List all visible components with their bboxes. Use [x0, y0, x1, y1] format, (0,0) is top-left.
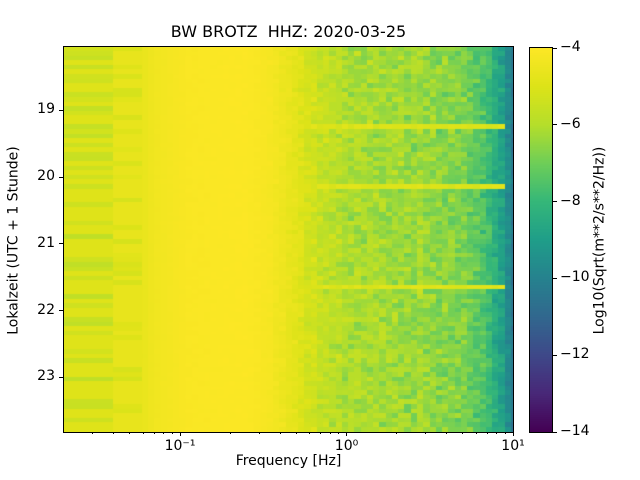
y-tick-label: 21	[37, 234, 55, 251]
x-axis-label: Frequency [Hz]	[235, 453, 342, 469]
x-minor-tick	[258, 432, 260, 434]
y-major-tick	[59, 176, 63, 178]
colorbar-tick-label: −6	[560, 115, 581, 132]
x-minor-tick	[475, 432, 477, 434]
x-minor-tick	[229, 432, 231, 434]
x-minor-tick	[320, 432, 322, 434]
x-major-tick	[346, 432, 348, 436]
x-major-tick	[512, 432, 514, 436]
x-minor-tick	[504, 432, 506, 434]
x-minor-tick	[113, 432, 115, 434]
x-minor-tick	[309, 432, 311, 434]
y-tick-label: 19	[37, 101, 55, 118]
y-axis-label: Lokalzeit (UTC + 1 Stunde)	[5, 146, 22, 335]
y-major-tick	[59, 109, 63, 111]
y-major-tick	[59, 376, 63, 378]
colorbar-tick	[553, 431, 557, 433]
y-tick-label: 22	[37, 301, 55, 318]
x-minor-tick	[329, 432, 331, 434]
spectrogram-heatmap	[63, 46, 514, 433]
colorbar-tick	[553, 124, 557, 126]
x-minor-tick	[171, 432, 173, 434]
y-major-tick	[59, 310, 63, 312]
x-tick-label: 10⁰	[334, 438, 359, 454]
x-minor-tick	[142, 432, 144, 434]
colorbar-tick	[553, 354, 557, 356]
x-minor-tick	[446, 432, 448, 434]
colorbar-tick	[553, 201, 557, 203]
x-minor-tick	[425, 432, 427, 434]
x-minor-tick	[279, 432, 281, 434]
colorbar	[529, 47, 553, 433]
colorbar-tick-label: −8	[560, 192, 581, 209]
x-minor-tick	[129, 432, 131, 434]
x-minor-tick	[486, 432, 488, 434]
y-tick-label: 23	[37, 368, 55, 385]
x-minor-tick	[396, 432, 398, 434]
x-minor-tick	[338, 432, 340, 434]
x-minor-tick	[92, 432, 94, 434]
x-minor-tick	[153, 432, 155, 434]
x-tick-label: 10⁻¹	[164, 438, 196, 454]
x-tick-label: 10¹	[501, 438, 525, 454]
colorbar-tick	[553, 277, 557, 279]
colorbar-tick-label: −14	[560, 423, 590, 439]
colorbar-tick-label: −4	[560, 39, 581, 55]
y-tick-label: 20	[37, 168, 55, 185]
x-minor-tick	[496, 432, 498, 434]
x-minor-tick	[462, 432, 464, 434]
x-minor-tick	[295, 432, 297, 434]
x-major-tick	[179, 432, 181, 436]
colorbar-tick-label: −10	[560, 269, 590, 286]
chart-title: BW BROTZ HHZ: 2020-03-25	[170, 22, 407, 41]
x-minor-tick	[163, 432, 165, 434]
y-major-tick	[59, 243, 63, 245]
colorbar-tick-label: −12	[560, 346, 590, 363]
colorbar-tick	[553, 47, 557, 49]
